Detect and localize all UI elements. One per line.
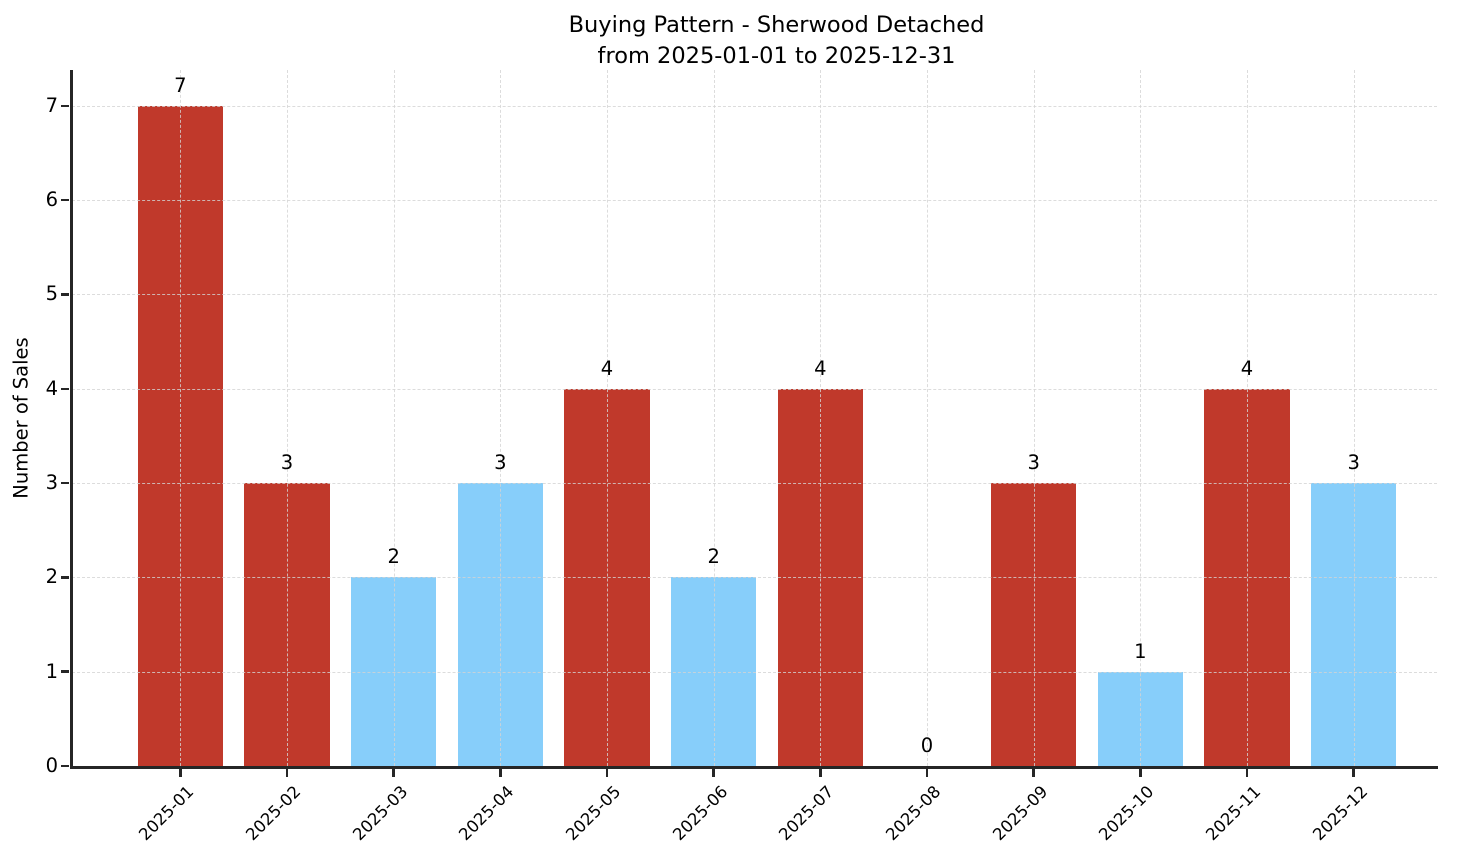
y-tick bbox=[61, 293, 69, 296]
x-tick-label: 2025-02 bbox=[242, 782, 305, 845]
x-tick-label: 2025-09 bbox=[988, 782, 1052, 845]
v-gridline bbox=[820, 70, 822, 766]
y-tick-label: 7 bbox=[45, 93, 58, 117]
h-gridline bbox=[72, 671, 1437, 673]
x-tick bbox=[392, 768, 395, 777]
x-tick bbox=[1032, 768, 1035, 777]
y-tick-label: 1 bbox=[45, 659, 58, 683]
h-gridline bbox=[72, 294, 1437, 296]
bar-value-label: 1 bbox=[1134, 639, 1147, 663]
y-tick-label: 5 bbox=[45, 282, 58, 306]
y-tick bbox=[61, 670, 69, 673]
x-tick bbox=[1139, 768, 1142, 777]
x-tick-label: 2025-06 bbox=[668, 782, 732, 845]
v-gridline bbox=[927, 70, 928, 766]
bar-value-label: 2 bbox=[387, 545, 400, 569]
v-gridline bbox=[180, 70, 182, 766]
chart-title: Buying Pattern - Sherwood Detached bbox=[568, 12, 985, 38]
y-tick-label: 0 bbox=[45, 754, 58, 777]
h-gridline bbox=[72, 105, 1437, 107]
y-tick-label: 4 bbox=[45, 376, 58, 400]
v-gridline bbox=[1353, 70, 1355, 766]
bar-2025-02 bbox=[244, 483, 330, 766]
bar-value-label: 0 bbox=[920, 734, 934, 757]
x-tick-label: 2025-07 bbox=[775, 782, 838, 845]
bar-value-label: 3 bbox=[494, 451, 507, 475]
h-gridline bbox=[72, 577, 1437, 579]
y-tick bbox=[61, 104, 69, 108]
x-tick bbox=[925, 768, 929, 777]
v-gridline bbox=[1140, 70, 1142, 766]
bar-value-label: 3 bbox=[1027, 451, 1040, 475]
v-gridline bbox=[1247, 70, 1248, 766]
bar-value-label: 4 bbox=[1240, 356, 1254, 380]
x-tick bbox=[499, 768, 502, 777]
v-gridline bbox=[500, 70, 502, 766]
h-gridline bbox=[72, 388, 1437, 390]
y-tick bbox=[61, 576, 69, 579]
y-tick-label: 6 bbox=[45, 188, 58, 212]
y-tick-label: 3 bbox=[45, 471, 58, 495]
plot-area: 7 3 2 3 4 2 4 0 3 1 4 3 bbox=[72, 70, 1437, 766]
x-tick-label: 2025-05 bbox=[562, 782, 625, 845]
x-tick bbox=[179, 768, 182, 777]
y-tick bbox=[61, 387, 69, 390]
y-tick bbox=[61, 198, 69, 202]
x-axis-spine bbox=[70, 766, 1438, 769]
x-tick bbox=[819, 768, 822, 777]
bar-value-label: 7 bbox=[174, 73, 187, 97]
h-gridline bbox=[72, 483, 1437, 485]
bar-2025-01 bbox=[137, 105, 223, 766]
v-gridline bbox=[1033, 70, 1035, 766]
bar-value-label: 4 bbox=[814, 356, 827, 380]
y-tick bbox=[61, 764, 69, 768]
y-tick bbox=[61, 481, 69, 485]
bar-value-label: 2 bbox=[707, 545, 720, 569]
x-tick bbox=[605, 768, 609, 777]
chart-subtitle: from 2025-01-01 to 2025-12-31 bbox=[597, 43, 956, 69]
x-tick-label: 2025-08 bbox=[882, 782, 945, 845]
v-gridline bbox=[607, 70, 608, 766]
x-tick-label: 2025-01 bbox=[135, 782, 198, 845]
x-tick bbox=[285, 768, 289, 777]
bar-2025-04 bbox=[457, 483, 543, 766]
x-tick bbox=[712, 768, 715, 777]
bar-value-label: 3 bbox=[280, 451, 294, 475]
x-tick-label: 2025-04 bbox=[455, 782, 518, 845]
y-tick-label: 2 bbox=[45, 565, 58, 589]
bar-value-label: 3 bbox=[1347, 451, 1360, 475]
x-tick-label: 2025-10 bbox=[1095, 782, 1158, 845]
bar-2025-10 bbox=[1097, 671, 1183, 766]
x-tick-label: 2025-12 bbox=[1308, 782, 1372, 845]
v-gridline bbox=[287, 70, 288, 766]
bar-value-label: 4 bbox=[600, 356, 614, 380]
y-axis-spine bbox=[70, 70, 73, 769]
x-tick bbox=[1245, 768, 1249, 777]
v-gridline bbox=[393, 70, 395, 766]
h-gridline bbox=[72, 200, 1437, 202]
x-tick-label: 2025-11 bbox=[1202, 782, 1265, 845]
chart-title-block: Buying Pattern - Sherwood Detached from … bbox=[72, 10, 1481, 72]
v-gridline bbox=[713, 70, 715, 766]
x-tick-label: 2025-03 bbox=[348, 782, 412, 845]
x-tick bbox=[1352, 768, 1355, 777]
